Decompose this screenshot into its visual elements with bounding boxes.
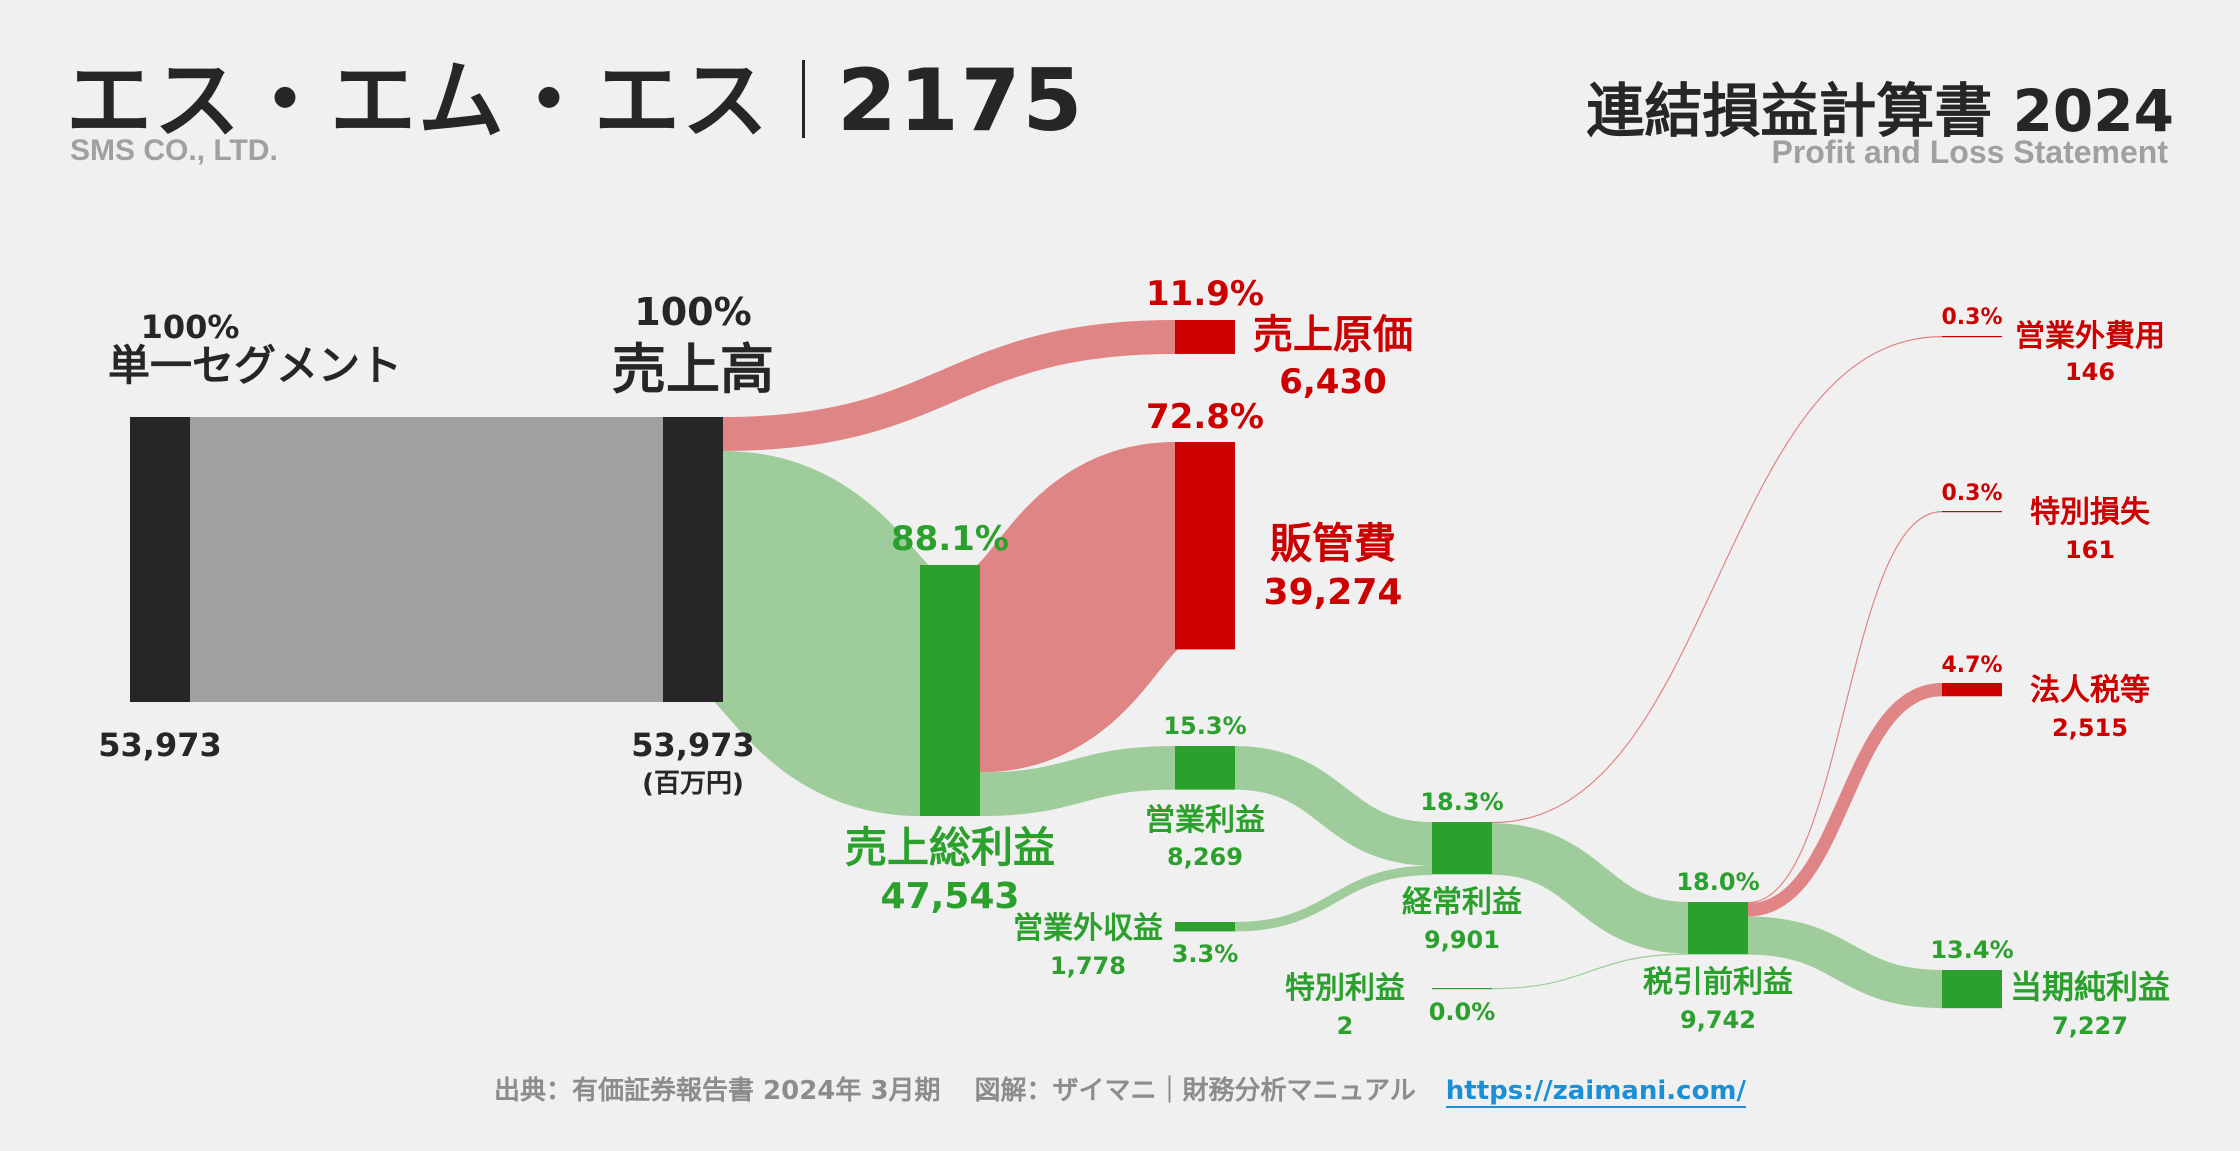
label-pretax-pct: 18.0%: [1676, 868, 1759, 896]
label-nonop-expense-name: 営業外費用: [2015, 319, 2165, 354]
flow-revenue-to-gross: [704, 450, 939, 817]
label-pretax-name: 税引前利益: [1643, 965, 1793, 1000]
company-english-name: SMS CO., LTD.: [70, 134, 278, 167]
flow-ordinary-to-nonop_expense: [1491, 336, 1943, 824]
footer-source: 出典：有価証券報告書 2024年 3月期: [493, 1076, 941, 1106]
label-cogs-value: 6,430: [1279, 362, 1387, 402]
flow-extra_income-to-pretax: [1491, 953, 1689, 990]
label-sga-pct: 72.8%: [1146, 397, 1264, 437]
company-title: エス・エム・エス 2175: [66, 30, 1084, 155]
flow-nonop_income-to-ordinary: [1234, 865, 1433, 932]
label-extra-loss-value: 161: [2065, 536, 2115, 564]
label-operating-name: 営業利益: [1145, 803, 1265, 838]
sankey-flows: [189, 320, 1943, 1009]
label-gross-pct: 88.1%: [891, 519, 1009, 559]
label-tax-value: 2,515: [2052, 714, 2128, 742]
label-gross-value: 47,543: [881, 876, 1020, 917]
label-extra-income-name: 特別利益: [1285, 971, 1405, 1006]
label-nonop-expense-value: 146: [2065, 358, 2115, 386]
label-segment-name: 単一セグメント: [108, 341, 402, 390]
flow-gross-to-operating: [979, 746, 1176, 817]
flow-pretax-to-extra_loss: [1747, 511, 1943, 904]
node-cogs: [1175, 320, 1235, 354]
label-extra-income-value: 2: [1337, 1012, 1354, 1040]
node-segment: [130, 417, 190, 702]
label-operating-pct: 15.3%: [1163, 712, 1246, 740]
label-segment-pct: 100%: [141, 308, 240, 346]
node-revenue: [663, 417, 723, 702]
label-sga-name: 販管費: [1270, 519, 1396, 568]
label-extra-loss-name: 特別損失: [2030, 495, 2151, 530]
title-separator: [802, 60, 805, 138]
company-name: エス・エム・エス: [66, 51, 770, 151]
flow-ordinary-to-pretax: [1491, 823, 1689, 954]
label-tax-name: 法人税等: [2030, 673, 2150, 708]
label-nonop-income-name: 営業外収益: [1013, 911, 1163, 946]
flow-gross-to-sga: [969, 442, 1186, 773]
label-cogs-pct: 11.9%: [1146, 274, 1264, 314]
flow-pretax-to-net: [1747, 916, 1943, 1009]
node-pretax: [1688, 902, 1748, 955]
label-revenue-pct: 100%: [634, 290, 751, 334]
flow-pretax-to-tax: [1747, 682, 1943, 917]
sankey-nodes: [130, 320, 2002, 1009]
sankey-labels: 100%単一セグメント53,973100%売上高53,973(百万円)11.9%…: [98, 274, 2170, 1040]
node-operating: [1175, 746, 1235, 790]
label-revenue-name: 売上高: [612, 338, 774, 401]
label-ordinary-value: 9,901: [1424, 926, 1500, 954]
label-unit: (百万円): [642, 769, 744, 799]
flow-operating-to-ordinary: [1234, 746, 1433, 866]
footer: 出典：有価証券報告書 2024年 3月期 図解：ザイマニ｜財務分析マニュアル htt…: [0, 1070, 2240, 1108]
flow-revenue-to-cogs: [722, 320, 1176, 451]
label-extra-loss-pct: 0.3%: [1941, 481, 2002, 506]
label-net-value: 7,227: [2052, 1012, 2128, 1040]
label-nonop-income-value: 1,778: [1050, 952, 1126, 980]
label-sga-value: 39,274: [1264, 572, 1403, 613]
label-segment-value: 53,973: [98, 726, 221, 764]
footer-url-link[interactable]: https://zaimani.com/: [1445, 1076, 1747, 1108]
footer-credit: 図解：ザイマニ｜財務分析マニュアル: [974, 1076, 1416, 1106]
node-ordinary: [1432, 822, 1492, 875]
node-nonop_income: [1175, 922, 1235, 932]
node-extra_loss: [1942, 511, 2002, 513]
label-revenue-value: 53,973: [631, 726, 754, 764]
label-cogs-name: 売上原価: [1253, 312, 1413, 358]
label-pretax-value: 9,742: [1680, 1006, 1756, 1034]
node-extra_income: [1432, 988, 1492, 990]
label-tax-pct: 4.7%: [1941, 653, 2002, 678]
node-net: [1942, 970, 2002, 1009]
label-operating-value: 8,269: [1167, 843, 1243, 871]
label-net-pct: 13.4%: [1930, 936, 2013, 964]
report-title: 連結損益計算書 2024: [1586, 77, 2174, 145]
node-sga: [1175, 442, 1235, 650]
label-gross-name: 売上総利益: [845, 823, 1055, 872]
node-nonop_expense: [1942, 336, 2002, 338]
report-subtitle: Profit and Loss Statement: [1771, 134, 2169, 170]
label-nonop-expense-pct: 0.3%: [1941, 305, 2002, 330]
label-ordinary-pct: 18.3%: [1420, 788, 1503, 816]
node-gross: [920, 565, 980, 817]
label-net-name: 当期純利益: [2010, 968, 2170, 1006]
label-extra-income-pct: 0.0%: [1429, 998, 1496, 1026]
node-tax: [1942, 683, 2002, 697]
label-ordinary-name: 経常利益: [1402, 885, 1522, 920]
label-nonop-income-pct: 3.3%: [1172, 940, 1239, 968]
ticker-code: 2175: [837, 51, 1085, 151]
